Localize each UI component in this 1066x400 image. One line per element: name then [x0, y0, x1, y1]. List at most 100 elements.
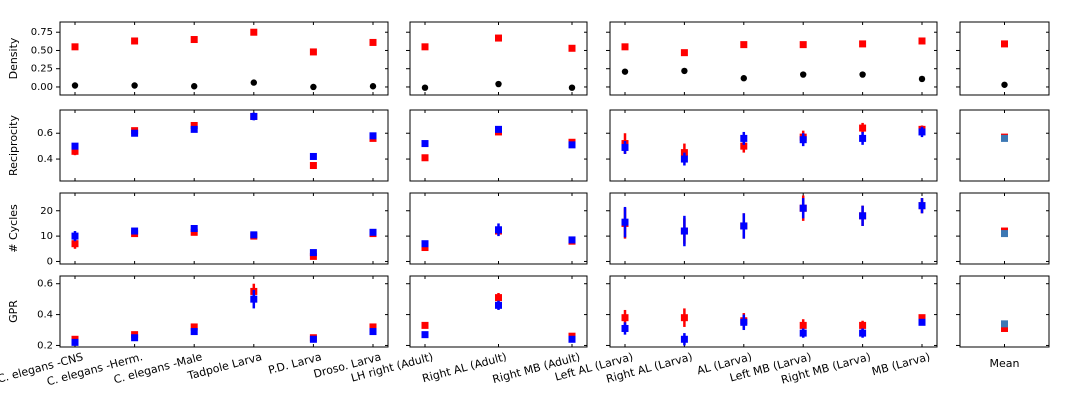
- point: [309, 252, 317, 260]
- point: [421, 154, 429, 162]
- y-tick-label: 0.25: [31, 64, 53, 75]
- point: [309, 162, 317, 170]
- point: [421, 244, 429, 252]
- plot-frame: [409, 275, 588, 348]
- point: [131, 37, 139, 45]
- plot-frame: [959, 109, 1050, 182]
- point: [71, 82, 79, 89]
- point: [859, 212, 867, 220]
- point: [369, 132, 377, 140]
- plot-frame: [59, 21, 389, 96]
- point: [740, 142, 748, 150]
- point: [621, 218, 629, 226]
- point: [568, 84, 576, 91]
- plot-frame: [609, 109, 938, 182]
- plot-frame: [59, 275, 389, 348]
- y-tick-label: 10: [40, 231, 53, 242]
- plot-frame: [409, 109, 588, 182]
- point: [190, 36, 198, 44]
- point: [859, 321, 867, 329]
- point: [568, 335, 576, 343]
- point: [1001, 324, 1008, 332]
- point: [918, 202, 926, 210]
- y-tick-label: 0.6: [37, 279, 53, 290]
- point: [495, 226, 502, 234]
- point: [250, 28, 258, 36]
- point: [71, 240, 79, 248]
- point: [131, 129, 139, 137]
- point: [1001, 320, 1008, 328]
- y-tick-label: 0.50: [31, 45, 53, 56]
- point: [740, 318, 748, 326]
- point: [421, 140, 429, 148]
- y-tick-label: 0.4: [37, 310, 53, 321]
- y-tick-label: 0.00: [31, 82, 53, 93]
- plot-frame: [609, 192, 938, 265]
- point: [190, 323, 198, 331]
- point: [421, 84, 429, 91]
- point: [71, 338, 79, 346]
- point: [1001, 134, 1008, 142]
- point: [799, 321, 807, 329]
- point: [369, 328, 377, 336]
- point: [918, 37, 926, 45]
- point: [621, 43, 629, 51]
- point: [740, 41, 748, 49]
- point: [680, 335, 688, 343]
- point: [421, 240, 429, 248]
- point: [190, 125, 198, 133]
- point: [309, 152, 317, 160]
- point: [250, 79, 257, 86]
- y-tick-label: 0: [47, 256, 53, 267]
- point: [859, 71, 866, 78]
- point: [1001, 230, 1008, 238]
- y-tick-label: 0.6: [37, 128, 53, 139]
- plot-frame: [609, 275, 938, 348]
- point: [191, 83, 198, 90]
- point: [621, 143, 629, 151]
- point: [71, 43, 79, 51]
- y-tick-label: 0.4: [37, 154, 53, 165]
- plot-frame: [59, 109, 389, 182]
- point: [495, 294, 502, 302]
- point: [568, 44, 576, 52]
- point: [918, 314, 926, 322]
- y-axis-label: Density: [7, 37, 20, 79]
- point: [799, 204, 807, 212]
- plot-frame: [959, 275, 1050, 348]
- point: [799, 329, 807, 337]
- point: [680, 155, 688, 163]
- point: [250, 112, 258, 120]
- x-tick-label: Mean: [990, 357, 1020, 370]
- point: [369, 323, 377, 331]
- point: [680, 314, 688, 322]
- point: [421, 331, 429, 339]
- point: [680, 227, 688, 235]
- point: [681, 67, 688, 75]
- point: [918, 75, 926, 83]
- point: [190, 228, 198, 236]
- x-tick-label: MB (Larva): [870, 350, 931, 378]
- y-tick-label: 0.2: [37, 340, 53, 351]
- point: [190, 121, 198, 129]
- point: [495, 34, 502, 42]
- point: [250, 231, 258, 239]
- point: [309, 48, 317, 56]
- y-axis-label: GPR: [7, 300, 20, 323]
- point: [495, 301, 502, 309]
- y-tick-label: 20: [40, 206, 53, 217]
- point: [568, 236, 576, 244]
- point: [131, 82, 138, 89]
- point: [740, 134, 748, 142]
- point: [1001, 40, 1008, 48]
- point: [131, 227, 139, 235]
- y-tick-label: 0.75: [31, 27, 53, 38]
- point: [131, 334, 139, 342]
- point: [918, 128, 926, 136]
- y-axis-label: # Cycles: [7, 204, 20, 253]
- plot-frame: [609, 21, 938, 96]
- point: [1001, 81, 1008, 88]
- y-axis-label: Reciprocity: [7, 115, 20, 176]
- point: [621, 324, 629, 332]
